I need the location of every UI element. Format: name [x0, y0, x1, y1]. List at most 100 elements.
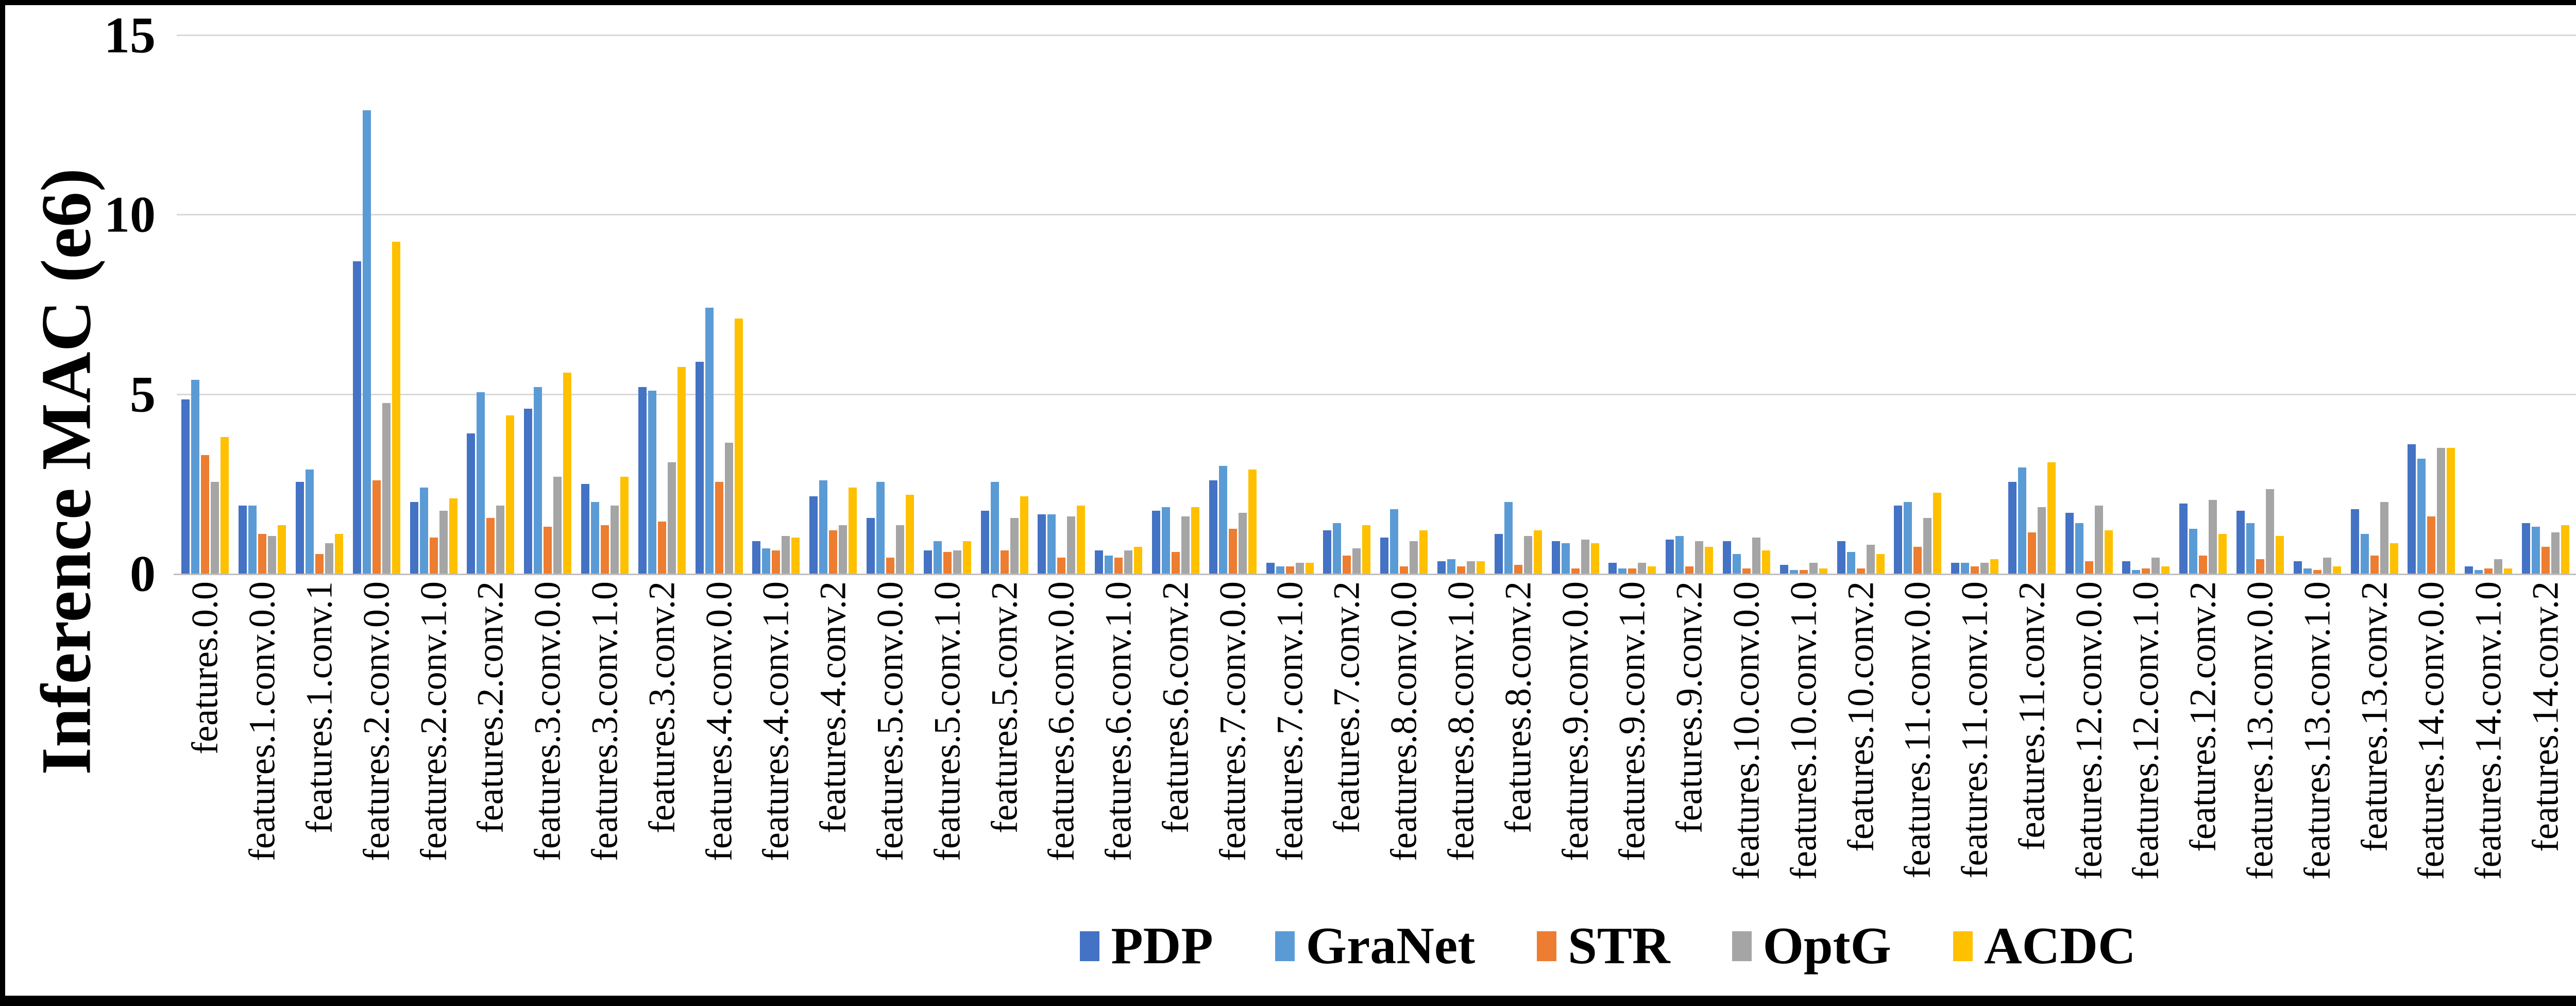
- bar-PDP: [295, 482, 304, 574]
- x-label-cell: features.11.conv.2: [2004, 578, 2061, 939]
- bar-GraNet: [191, 379, 200, 574]
- bar-ACDC: [1761, 550, 1770, 574]
- bar-GraNet: [2532, 527, 2540, 574]
- bar-PDP: [1151, 511, 1160, 574]
- bar-group: [519, 35, 577, 574]
- bar-ACDC: [2161, 566, 2170, 574]
- bar-ACDC: [677, 367, 686, 574]
- bar-PDP: [467, 433, 476, 574]
- x-label: features.3.conv.1.0: [584, 581, 625, 862]
- bar-PDP: [2122, 561, 2131, 574]
- bar-OptG: [895, 525, 904, 574]
- bar-ACDC: [392, 241, 400, 574]
- bar-PDP: [695, 361, 704, 574]
- bar-GraNet: [534, 387, 543, 574]
- bar-GraNet: [477, 392, 485, 574]
- bar-PDP: [524, 408, 533, 574]
- bar-group: [1433, 35, 1490, 574]
- x-label: features.8.conv.2: [1497, 581, 1539, 834]
- bar-group: [690, 35, 748, 574]
- bar-group: [805, 35, 862, 574]
- x-label-cell: features.1.conv.0.0: [234, 578, 291, 939]
- legend-label: STR: [1568, 917, 1670, 975]
- bar-ACDC: [1134, 546, 1143, 574]
- bar-ACDC: [905, 494, 914, 574]
- bar-STR: [886, 557, 894, 574]
- bar-STR: [1514, 564, 1522, 574]
- x-label-cell: features.5.conv.1.0: [919, 578, 976, 939]
- gridline-15: [177, 35, 2576, 36]
- bar-PDP: [1666, 539, 1674, 574]
- bar-group: [633, 35, 690, 574]
- x-label-cell: features.12.conv.0.0: [2060, 578, 2117, 939]
- bar-group: [1147, 35, 1205, 574]
- gridline-10: [177, 214, 2576, 216]
- bar-ACDC: [2276, 535, 2284, 574]
- x-label-cell: features.6.conv.2: [1147, 578, 1205, 939]
- bar-GraNet: [933, 541, 942, 574]
- x-axis-line: [174, 574, 2576, 575]
- bar-OptG: [2380, 501, 2388, 574]
- x-label: features.11.conv.0.0: [1896, 581, 1938, 879]
- x-label: features.11.conv.2: [2011, 581, 2053, 851]
- bar-ACDC: [563, 372, 572, 574]
- legend-label: ACDC: [1984, 917, 2136, 975]
- x-label: features.1.conv.0.0: [241, 581, 283, 862]
- bar-ACDC: [1648, 566, 1656, 574]
- bar-GraNet: [362, 110, 371, 574]
- bar-STR: [2313, 570, 2321, 574]
- x-label-cell: features.11.conv.0.0: [1889, 578, 1946, 939]
- bar-OptG: [382, 403, 391, 574]
- x-label: features.4.conv.1.0: [755, 581, 796, 862]
- bar-group: [2117, 35, 2175, 574]
- bar-STR: [1571, 568, 1580, 574]
- bar-ACDC: [1362, 525, 1371, 574]
- bar-OptG: [2037, 507, 2046, 574]
- bar-GraNet: [1504, 501, 1513, 574]
- legend-item-STR: STR: [1537, 920, 1670, 973]
- bar-GraNet: [705, 308, 714, 574]
- x-label: features.2.conv.0.0: [355, 581, 397, 862]
- bar-GraNet: [2075, 523, 2083, 574]
- x-label: features.7.conv.0.0: [1212, 581, 1253, 862]
- bar-OptG: [1124, 550, 1133, 574]
- bar-ACDC: [1533, 530, 1542, 574]
- x-label: features.5.conv.2: [984, 581, 1025, 834]
- bar-ACDC: [2104, 530, 2113, 574]
- bar-STR: [1343, 556, 1351, 574]
- x-label: features.12.conv.2: [2182, 581, 2224, 852]
- x-label: features.5.conv.1.0: [926, 581, 968, 862]
- bar-ACDC: [2561, 525, 2570, 574]
- bar-ACDC: [1305, 563, 1314, 574]
- x-label-cell: features.9.conv.1.0: [1604, 578, 1661, 939]
- bar-group: [2403, 35, 2460, 574]
- bar-ACDC: [1077, 505, 1086, 574]
- bar-OptG: [2094, 505, 2103, 574]
- x-label-cell: features.11.conv.1.0: [1946, 578, 2004, 939]
- x-label: features.9.conv.0.0: [1554, 581, 1596, 862]
- x-label-cell: features.12.conv.2: [2175, 578, 2232, 939]
- bar-GraNet: [1047, 514, 1056, 574]
- bar-PDP: [866, 518, 875, 574]
- x-label: features.13.conv.0.0: [2239, 581, 2281, 880]
- x-label-cell: features.9.conv.0.0: [1547, 578, 1604, 939]
- x-label-cell: features.8.conv.0.0: [1376, 578, 1433, 939]
- legend-item-OptG: OptG: [1732, 920, 1891, 973]
- bar-PDP: [1837, 541, 1845, 574]
- bar-OptG: [2266, 489, 2275, 574]
- x-label-cell: features.7.conv.0.0: [1204, 578, 1261, 939]
- bar-group: [1775, 35, 1832, 574]
- x-label: features.10.conv.2: [1840, 581, 1881, 852]
- bar-GraNet: [1961, 563, 1970, 574]
- bar-GraNet: [419, 487, 428, 574]
- bar-STR: [2084, 561, 2093, 574]
- bar-ACDC: [1590, 543, 1599, 574]
- bar-PDP: [181, 399, 190, 574]
- legend-swatch-STR: [1537, 931, 1557, 961]
- bar-OptG: [268, 535, 277, 574]
- bar-GraNet: [2132, 570, 2141, 574]
- bar-STR: [2027, 532, 2036, 574]
- x-label: features.10.conv.0.0: [1725, 581, 1767, 880]
- bar-group: [2574, 35, 2576, 574]
